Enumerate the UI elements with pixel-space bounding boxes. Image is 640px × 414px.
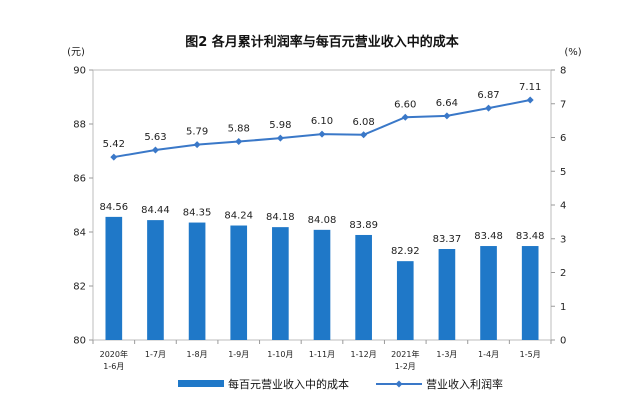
x-axis-tick-label: 1-9月 <box>228 350 249 359</box>
line-data-label: 5.79 <box>186 127 208 138</box>
right-axis-tick-label: 3 <box>560 234 566 245</box>
line-point <box>401 113 409 121</box>
right-axis-tick-label: 8 <box>560 66 566 77</box>
x-axis-tick-label: 1-4月 <box>478 350 499 359</box>
bar <box>105 216 123 340</box>
x-axis-tick-label: 1-10月 <box>267 350 293 359</box>
bar-data-label: 84.44 <box>141 205 170 216</box>
right-axis-tick-label: 7 <box>560 99 566 110</box>
line-point <box>110 153 118 161</box>
line-data-label: 6.64 <box>436 98 458 109</box>
chart-title: 图2 各月累计利润率与每百元营业收入中的成本 <box>185 34 459 50</box>
line-data-label: 5.63 <box>144 132 166 143</box>
bar-data-label: 83.48 <box>516 231 545 242</box>
right-axis-tick-label: 6 <box>560 133 566 144</box>
left-axis-tick-label: 80 <box>73 336 86 347</box>
x-axis-tick-label: 1-7月 <box>145 350 166 359</box>
line-data-label: 5.42 <box>103 139 125 150</box>
line-data-label: 6.10 <box>311 116 333 127</box>
left-axis-tick-label: 84 <box>73 228 86 239</box>
bar <box>313 229 331 340</box>
line-data-label: 6.08 <box>353 117 375 128</box>
bar-data-label: 82.92 <box>391 246 420 257</box>
right-axis-tick-label: 0 <box>560 336 566 347</box>
legend-marker-line <box>395 380 403 388</box>
left-axis-tick-label: 90 <box>73 66 86 77</box>
bar <box>521 246 539 340</box>
bar-data-label: 83.48 <box>474 231 503 242</box>
x-axis-tick-label: 2021年 1-2月 <box>391 349 419 371</box>
bar <box>230 225 248 340</box>
right-axis-unit: (%) <box>564 47 581 58</box>
bar <box>188 222 206 340</box>
line-data-label: 7.11 <box>519 82 541 93</box>
right-axis-tick-label: 4 <box>560 201 566 212</box>
right-axis-tick-label: 2 <box>560 268 566 279</box>
line-point <box>485 104 493 112</box>
x-axis-tick-label: 1-11月 <box>309 350 335 359</box>
line-point <box>193 141 201 149</box>
line-point <box>526 96 534 104</box>
bar-data-label: 84.35 <box>183 208 212 219</box>
legend-label-line: 营业收入利润率 <box>426 377 503 391</box>
plot-area: 80 82 84 86 88 90 0 1 2 3 4 5 6 7 8 2020年 1-6月 1-7月 1-8月 1-… <box>73 66 566 372</box>
legend-label-bars: 每百元营业收入中的成本 <box>228 377 349 391</box>
legend: 每百元营业收入中的成本 营业收入利润率 <box>178 377 503 391</box>
line-data-label: 6.87 <box>477 90 499 101</box>
line-series <box>113 99 531 159</box>
bar <box>438 249 456 340</box>
x-axis-tick-label: 1-8月 <box>187 350 208 359</box>
x-axis-tick-label: 1-3月 <box>436 350 457 359</box>
line-point <box>235 138 243 146</box>
x-axis-tick-label: 1-5月 <box>520 350 541 359</box>
x-axis-tick-label: 1-12月 <box>351 350 377 359</box>
line-point <box>360 131 368 139</box>
left-axis-tick-label: 88 <box>73 120 86 131</box>
right-axis-tick-label: 1 <box>560 302 566 313</box>
line-point <box>318 130 326 138</box>
bar <box>147 220 164 340</box>
bar-data-label: 83.89 <box>349 220 378 231</box>
bar <box>396 261 414 340</box>
line-point <box>443 112 451 120</box>
line-point <box>276 134 284 142</box>
legend-swatch-bars <box>178 380 224 387</box>
bar-data-label: 83.37 <box>433 234 462 245</box>
left-axis-tick-label: 86 <box>73 174 86 185</box>
bar-data-label: 84.08 <box>308 215 337 226</box>
line-point <box>151 146 159 154</box>
left-axis-tick-label: 82 <box>73 282 86 293</box>
bar <box>272 227 289 340</box>
right-axis-tick-label: 5 <box>560 167 566 178</box>
bar <box>355 234 372 340</box>
bar <box>480 246 497 340</box>
bar-data-label: 84.18 <box>266 212 295 223</box>
bar-data-label: 84.24 <box>224 211 253 222</box>
left-axis-unit: (元) <box>67 47 85 58</box>
line-data-label: 5.98 <box>269 120 291 131</box>
line-data-label: 6.60 <box>394 99 416 110</box>
bar-data-label: 84.56 <box>99 202 128 213</box>
line-data-label: 5.88 <box>228 124 250 135</box>
x-axis-tick-label: 2020年 1-6月 <box>100 349 128 371</box>
